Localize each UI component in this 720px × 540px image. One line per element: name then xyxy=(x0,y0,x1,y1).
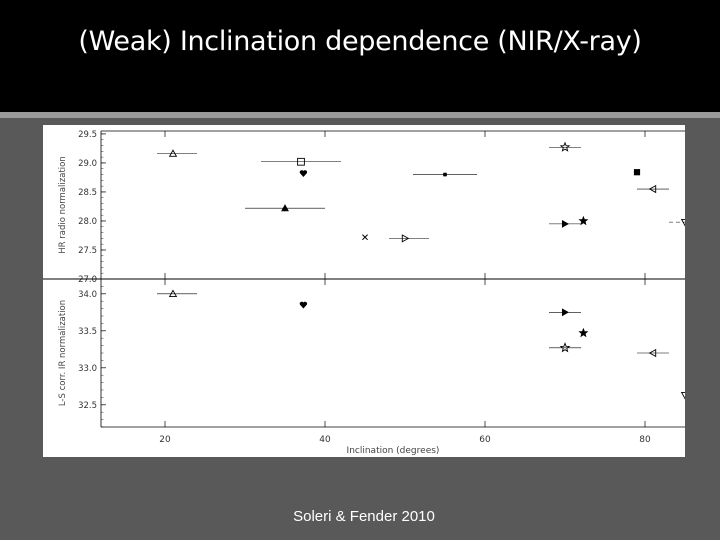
panel-1-point-2 xyxy=(297,157,305,166)
panel-1-point-13 xyxy=(401,234,410,243)
panel-1-y-tick-label: 27.0 xyxy=(78,275,97,285)
scatter-figure: 27.0 27.5 28.0 28.5 29.0 29.5 HR radio normali… xyxy=(43,125,685,457)
panel-1-point-6 xyxy=(633,169,641,176)
panel-2-point-4 xyxy=(578,327,589,338)
panel-1-point-7 xyxy=(648,184,657,194)
panel-1-point-4 xyxy=(443,172,447,177)
panel-1-point-1 xyxy=(168,149,178,157)
panel-2-y-tick-label: 33.5 xyxy=(78,327,97,337)
panel-2-point-2 xyxy=(299,301,308,309)
panel-1-point-9 xyxy=(561,219,570,228)
panel-1-y-axis-label: HR radio normalization xyxy=(58,156,68,253)
scatter-chart: 27.0 27.5 28.0 28.5 29.0 29.5 HR radio normali… xyxy=(43,130,685,456)
x-tick-label: 60 xyxy=(479,435,491,445)
citation-caption: Soleri & Fender 2010 xyxy=(293,508,435,525)
panel-1-point-8 xyxy=(281,204,289,212)
panel-2-y-tick-label: 32.5 xyxy=(78,401,97,411)
panel-1-point-5 xyxy=(559,141,571,152)
panel-2-point-3 xyxy=(561,308,570,317)
slide-title: (Weak) Inclination dependence (NIR/X-ray… xyxy=(78,26,642,57)
title-divider xyxy=(0,112,720,118)
panel-1-y-tick-label: 28.0 xyxy=(78,217,97,227)
panel-1-y-tick-label: 28.5 xyxy=(78,188,97,198)
panel-1-y-tick-label: 29.0 xyxy=(78,159,97,169)
panel-2-y-axis-label: L-S corr. IR normalization xyxy=(58,300,68,406)
panel-2-y-tick-label: 33.0 xyxy=(78,364,97,374)
title-bar: (Weak) Inclination dependence (NIR/X-ray… xyxy=(0,0,720,112)
panel-2-point-7 xyxy=(680,392,685,400)
panel-2-point-5 xyxy=(559,342,571,353)
x-axis-label: Inclination (degrees) xyxy=(347,446,440,456)
x-tick-label: 40 xyxy=(319,435,331,445)
panel-1-y-tick-label: 27.5 xyxy=(78,246,97,256)
panel-2-point-6 xyxy=(648,348,657,358)
x-tick-label: 20 xyxy=(159,435,171,445)
panel-1-point-3 xyxy=(299,170,308,178)
x-tick-label: 80 xyxy=(639,435,651,445)
panel-2-y-tick-label: 34.0 xyxy=(78,290,97,300)
panel-2-point-1 xyxy=(168,289,178,297)
panel-1-y-tick-label: 29.5 xyxy=(78,130,97,140)
panel-1-point-11 xyxy=(680,218,685,227)
panel-1-point-12 xyxy=(362,234,368,241)
panel-1-point-10 xyxy=(578,215,589,226)
